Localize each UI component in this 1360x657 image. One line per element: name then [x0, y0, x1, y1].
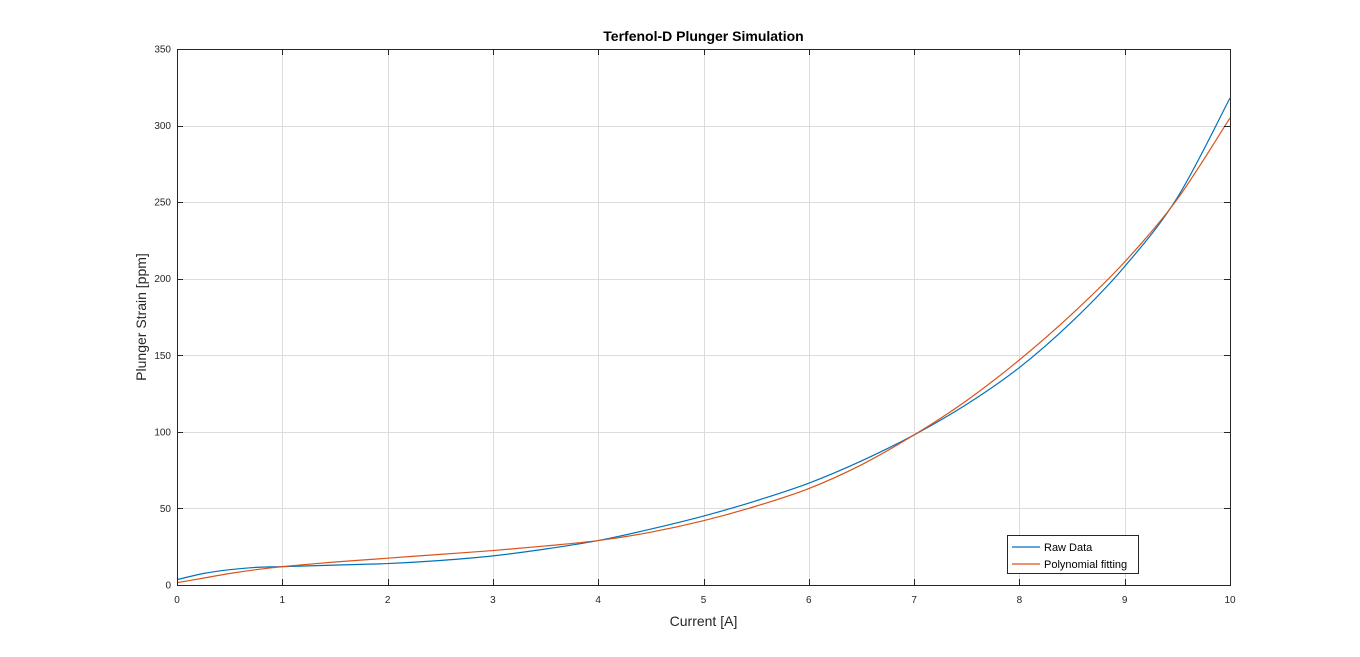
y-tick-label: 350 [154, 45, 171, 56]
x-tick-label: 2 [385, 595, 391, 606]
x-tick-label: 3 [490, 595, 496, 606]
x-tick-label: 5 [701, 595, 707, 606]
series-line-polynomial-fitting [176, 117, 1231, 584]
y-tick-label: 50 [160, 504, 172, 515]
legend-label-polynomial-fitting: Polynomial fitting [1044, 559, 1127, 571]
y-tick-label: 100 [154, 427, 171, 438]
x-tick-label: 0 [174, 595, 180, 606]
x-tick-label: 6 [806, 595, 812, 606]
x-tick-label: 9 [1122, 595, 1128, 606]
x-tick-label: 8 [1017, 595, 1023, 606]
chart-title: Terfenol-D Plunger Simulation [603, 28, 803, 44]
x-tick-label: 10 [1224, 595, 1236, 606]
legend[interactable]: Raw Data Polynomial fitting [1007, 535, 1139, 574]
legend-label-raw-data: Raw Data [1044, 542, 1093, 554]
y-tick-label: 250 [154, 198, 171, 209]
y-tick-label: 300 [154, 121, 171, 132]
y-tick-label: 150 [154, 351, 171, 362]
x-tick-label: 7 [911, 595, 917, 606]
legend-box [1007, 535, 1139, 574]
x-tick-label: 4 [595, 595, 601, 606]
plot-area [177, 49, 1230, 585]
series-lines [176, 97, 1231, 584]
x-axis-label: Current [A] [670, 613, 738, 629]
y-tick-label: 200 [154, 274, 171, 285]
x-tick-label: 1 [280, 595, 286, 606]
y-axis-label: Plunger Strain [ppm] [133, 253, 149, 381]
y-tick-label: 0 [165, 581, 171, 592]
